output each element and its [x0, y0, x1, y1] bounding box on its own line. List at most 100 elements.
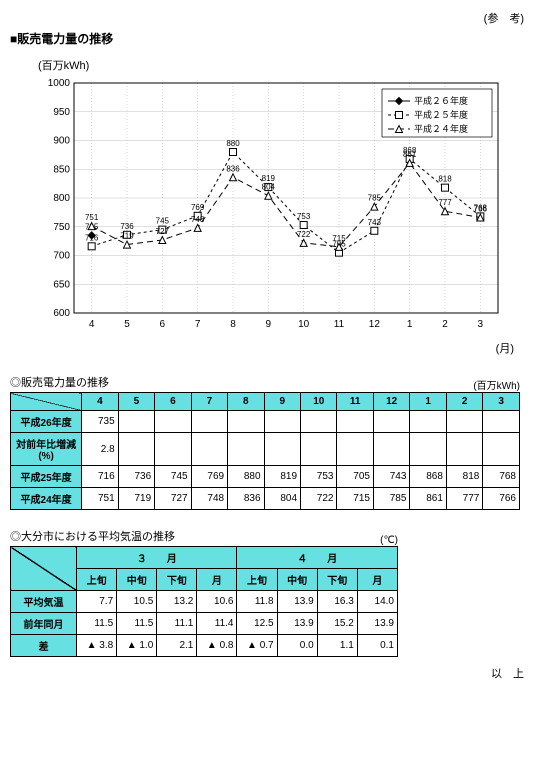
table1-cell: 745	[155, 466, 191, 488]
table2-cell: ▲ 3.8	[77, 635, 117, 657]
table1-cell	[118, 433, 154, 466]
table1-cell	[191, 433, 227, 466]
svg-text:700: 700	[53, 251, 70, 262]
table1-col-header: 10	[301, 393, 337, 411]
table2-row-label: 平均気温	[11, 591, 77, 613]
svg-text:10: 10	[298, 319, 310, 330]
table1-col-header: 5	[118, 393, 154, 411]
svg-text:800: 800	[53, 193, 70, 204]
table1-cell: 785	[373, 488, 409, 510]
table1-cell	[191, 411, 227, 433]
table1-cell	[301, 433, 337, 466]
svg-text:751: 751	[85, 213, 99, 222]
svg-text:769: 769	[191, 203, 205, 212]
table1-col-header: 4	[82, 393, 118, 411]
table2-cell: 11.1	[157, 613, 197, 635]
sales-chart: 6006507007508008509009501000456789101112…	[38, 75, 508, 335]
svg-text:716: 716	[85, 233, 99, 242]
table1-cell: 736	[118, 466, 154, 488]
svg-text:11: 11	[334, 319, 345, 330]
table2-sub-header: 下旬	[317, 569, 357, 591]
table1-cell	[228, 433, 264, 466]
table1-cell	[264, 433, 300, 466]
table2-cell: 15.2	[317, 613, 357, 635]
table1-col-header: 3	[483, 393, 520, 411]
table2-sub-header: 中旬	[117, 569, 157, 591]
end-note: 以 上	[10, 665, 524, 681]
svg-text:8: 8	[230, 319, 236, 330]
table1-cell: 868	[410, 466, 446, 488]
table2-group-header: ３ 月	[77, 547, 237, 569]
table1-cell	[410, 433, 446, 466]
table2-cell: 13.9	[277, 591, 317, 613]
table1-title: ◎販売電力量の推移	[10, 374, 109, 390]
svg-text:4: 4	[89, 319, 95, 330]
svg-text:1000: 1000	[48, 78, 71, 89]
table1-row-label: 平成24年度	[11, 488, 82, 510]
table1-cell	[410, 411, 446, 433]
table1-cell: 751	[82, 488, 118, 510]
svg-text:9: 9	[266, 319, 272, 330]
svg-text:748: 748	[191, 215, 205, 224]
table1-cell	[155, 433, 191, 466]
table1-col-header: 1	[410, 393, 446, 411]
table2-unit: (℃)	[380, 535, 398, 546]
table2-cell: 11.8	[237, 591, 277, 613]
table2-cell: 12.5	[237, 613, 277, 635]
table2-cell: ▲ 0.8	[197, 635, 237, 657]
svg-text:900: 900	[53, 136, 70, 147]
y-axis-label: (百万kWh)	[38, 57, 524, 73]
table1-row-label: 平成26年度	[11, 411, 82, 433]
table2-cell: 7.7	[77, 591, 117, 613]
table1-cell: 735	[82, 411, 118, 433]
table1-cell: 836	[228, 488, 264, 510]
table1-cell	[483, 411, 520, 433]
svg-text:950: 950	[53, 107, 70, 118]
table2-cell: 13.9	[357, 613, 397, 635]
table2-group-header: ４ 月	[237, 547, 398, 569]
table1-cell: 769	[191, 466, 227, 488]
table2-sub-header: 上旬	[237, 569, 277, 591]
table1-cell: 768	[483, 466, 520, 488]
table2-row-label: 差	[11, 635, 77, 657]
table2-sub-header: 上旬	[77, 569, 117, 591]
reference-note: (参 考)	[10, 10, 524, 26]
table2-cell: 2.1	[157, 635, 197, 657]
table1-cell: 716	[82, 466, 118, 488]
table2-cell: 11.5	[117, 613, 157, 635]
table2-cell: 10.6	[197, 591, 237, 613]
table2-sub-header: 月	[197, 569, 237, 591]
table2-cell: 0.0	[277, 635, 317, 657]
table2-sub-header: 下旬	[157, 569, 197, 591]
svg-text:750: 750	[53, 222, 70, 233]
table2-row-label: 前年同月	[11, 613, 77, 635]
svg-text:745: 745	[156, 217, 170, 226]
table2-sub-header: 中旬	[277, 569, 317, 591]
table1-row-label: 対前年比増減(%)	[11, 433, 82, 466]
table2-cell: ▲ 1.0	[117, 635, 157, 657]
table2-cell: 13.9	[277, 613, 317, 635]
table2-cell: 14.0	[357, 591, 397, 613]
table1-cell	[373, 433, 409, 466]
svg-text:平成２４年度: 平成２４年度	[414, 123, 468, 134]
table1-cell: 2.8	[82, 433, 118, 466]
table2-cell: 1.1	[317, 635, 357, 657]
svg-text:2: 2	[442, 319, 448, 330]
svg-text:715: 715	[332, 234, 346, 243]
svg-text:12: 12	[369, 319, 381, 330]
table1-cell: 753	[301, 466, 337, 488]
table1-cell	[118, 411, 154, 433]
table1-cell	[301, 411, 337, 433]
table2-cell: 10.5	[117, 591, 157, 613]
table1-cell: 804	[264, 488, 300, 510]
svg-text:753: 753	[297, 212, 311, 221]
table1-cell	[446, 433, 482, 466]
svg-text:880: 880	[226, 139, 240, 148]
svg-text:804: 804	[262, 183, 276, 192]
x-axis-label: (月)	[38, 340, 514, 356]
table2-cell: 11.4	[197, 613, 237, 635]
svg-text:平成２６年度: 平成２６年度	[414, 95, 468, 106]
table1-col-header: 2	[446, 393, 482, 411]
table1-cell: 727	[155, 488, 191, 510]
table2-cell: 13.2	[157, 591, 197, 613]
